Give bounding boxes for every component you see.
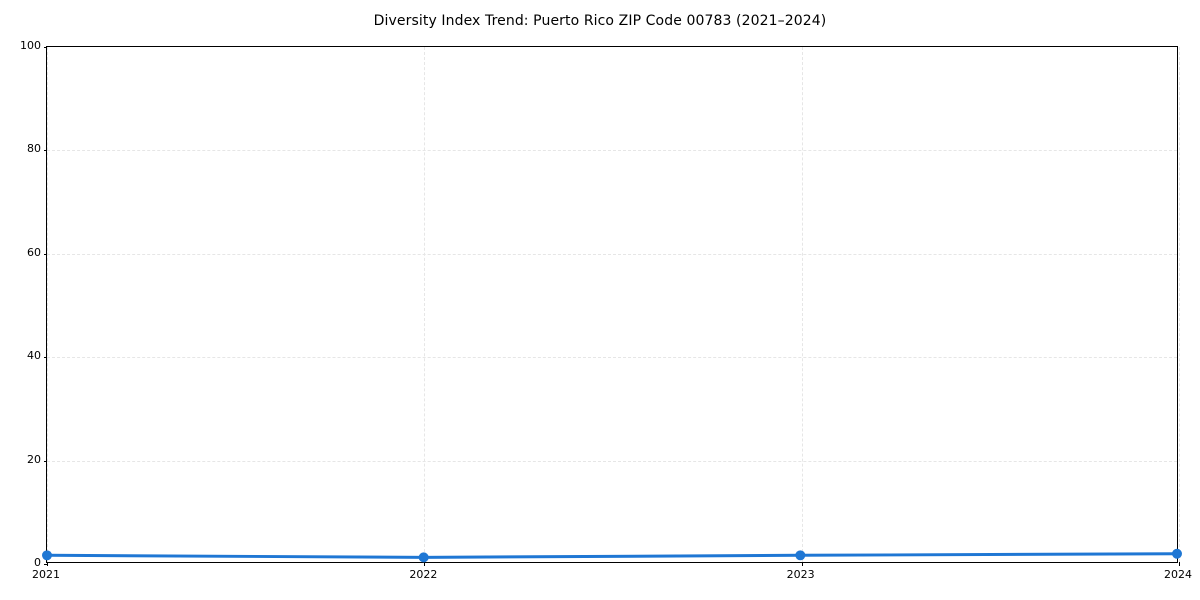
- y-tick-label: 0: [34, 556, 41, 569]
- y-tick-mark: [43, 253, 47, 255]
- x-axis-tick-labels: 2021 2022 2023 2024: [32, 568, 1192, 585]
- data-point-marker: [418, 552, 429, 563]
- series-line: [45, 552, 1179, 559]
- y-tick-mark: [43, 47, 47, 48]
- x-tick-label: 2023: [786, 568, 815, 581]
- gridline-vertical: [801, 47, 803, 562]
- y-tick-mark: [43, 564, 47, 565]
- x-tick-label: 2022: [409, 568, 438, 581]
- gridline-horizontal: [47, 253, 1177, 255]
- data-point-marker: [1172, 548, 1182, 559]
- gridline-vertical: [47, 47, 48, 562]
- x-tick-mark: [47, 562, 48, 566]
- chart-title: Diversity Index Trend: Puerto Rico ZIP C…: [373, 13, 827, 29]
- y-tick-label: 60: [27, 245, 41, 259]
- y-tick-label: 40: [27, 349, 41, 363]
- line-series-diversity-index: [42, 548, 1182, 563]
- y-tick-label: 80: [27, 142, 41, 156]
- x-tick-mark: [1179, 562, 1180, 566]
- gridline-horizontal: [47, 460, 1177, 462]
- y-tick-mark: [43, 357, 47, 359]
- x-tick-label: 2021: [32, 568, 60, 581]
- gridline-horizontal: [47, 150, 1177, 152]
- x-tick-label: 2024: [1164, 568, 1192, 581]
- plot-area: [42, 46, 1182, 566]
- y-tick-mark: [43, 150, 47, 152]
- x-tick-mark: [424, 562, 426, 566]
- gridline-vertical: [1179, 47, 1180, 562]
- y-tick-label: 100: [20, 39, 41, 52]
- gridline-vertical: [424, 47, 426, 562]
- gridline-horizontal: [47, 357, 1177, 359]
- x-tick-mark: [801, 562, 803, 566]
- data-point-marker: [795, 550, 806, 561]
- y-tick-label: 20: [27, 452, 41, 466]
- y-tick-mark: [43, 460, 47, 462]
- y-axis-tick-labels: 0 20 40 60 80 100: [0, 40, 41, 569]
- data-point-marker: [42, 550, 52, 561]
